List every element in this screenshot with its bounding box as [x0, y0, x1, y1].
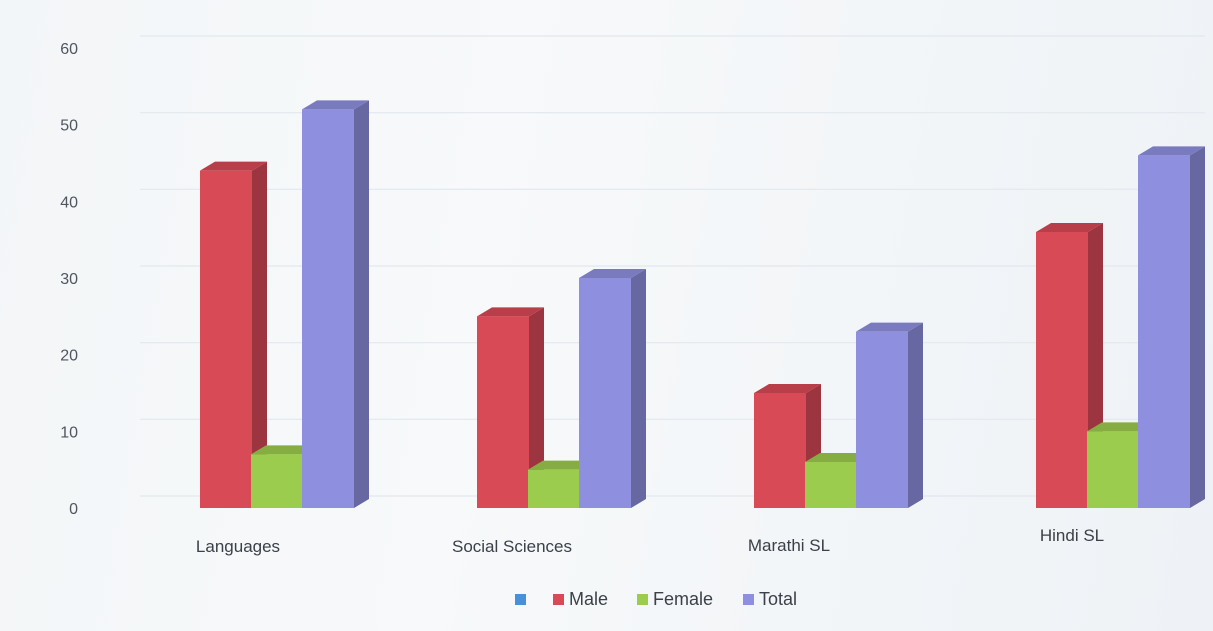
bar-group	[754, 322, 923, 508]
legend-label: Total	[759, 589, 797, 609]
bar	[579, 269, 646, 508]
legend-label: Male	[569, 589, 608, 609]
y-tick-label: 10	[60, 424, 78, 441]
y-tick-label: 40	[60, 194, 78, 211]
y-tick-label: 20	[60, 348, 78, 365]
legend-swatch	[515, 594, 526, 605]
bar-group	[1036, 146, 1205, 509]
x-tick-label: Social Sciences	[452, 537, 572, 556]
legend-swatch	[553, 594, 564, 605]
x-tick-label: Marathi SL	[748, 536, 830, 555]
bar	[477, 307, 544, 508]
x-tick-label: Hindi SL	[1040, 526, 1104, 545]
bar-group	[200, 100, 369, 508]
legend-item: Total	[743, 589, 797, 609]
bar	[805, 453, 872, 508]
bar	[754, 384, 821, 508]
bar	[302, 100, 369, 508]
x-axis-labels: Languages Social Sciences Marathi SL Hindi …	[196, 526, 1104, 556]
bars	[200, 100, 1205, 509]
bar	[856, 322, 923, 508]
x-tick-label: Languages	[196, 537, 280, 556]
bar-group	[477, 269, 646, 508]
y-tick-label: 0	[69, 501, 78, 518]
bar	[200, 161, 267, 508]
legend-item	[515, 594, 526, 605]
legend-swatch	[743, 594, 754, 605]
y-tick-label: 50	[60, 118, 78, 135]
legend-label: Female	[653, 589, 713, 609]
bar	[1138, 146, 1205, 509]
y-axis-ticks: 0 10 20 30 40 50 60	[60, 41, 78, 518]
y-tick-label: 30	[60, 271, 78, 288]
legend: Male Female Total	[515, 589, 797, 609]
legend-swatch	[637, 594, 648, 605]
legend-item: Male	[553, 589, 608, 609]
legend-item: Female	[637, 589, 713, 609]
y-tick-label: 60	[60, 41, 78, 58]
